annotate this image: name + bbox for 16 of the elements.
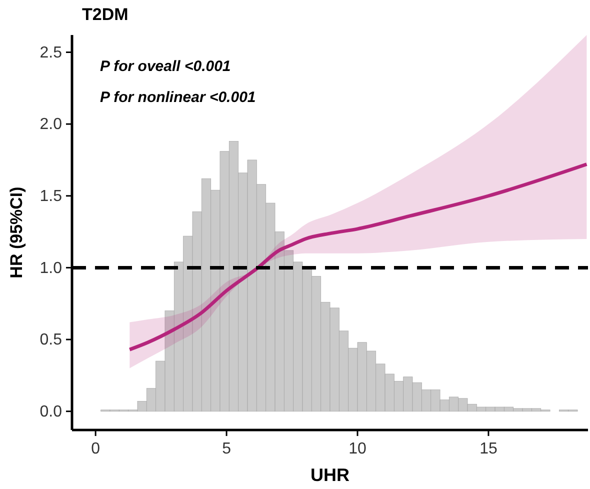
y-tick-label: 1.0	[40, 260, 62, 277]
chart-title: T2DM	[82, 5, 128, 24]
x-axis-title: UHR	[310, 465, 350, 485]
y-axis-title: HR (95%CI)	[7, 186, 26, 278]
y-tick-label: 0.5	[40, 332, 62, 349]
x-tick-label: 5	[222, 440, 232, 458]
y-tick-label: 2.5	[40, 44, 62, 62]
annotation: P for nonlinear <0.001	[100, 89, 256, 106]
x-tick-label: 0	[91, 440, 100, 458]
annotation: P for oveall <0.001	[100, 58, 231, 75]
line-series	[128, 162, 588, 352]
y-tick-label: 2.0	[40, 116, 62, 134]
y-tick-label: 1.5	[40, 188, 62, 205]
x-tick-label: 15	[480, 440, 498, 458]
y-tick-label: 0.0	[40, 403, 62, 420]
x-tick-label: 10	[348, 440, 367, 458]
